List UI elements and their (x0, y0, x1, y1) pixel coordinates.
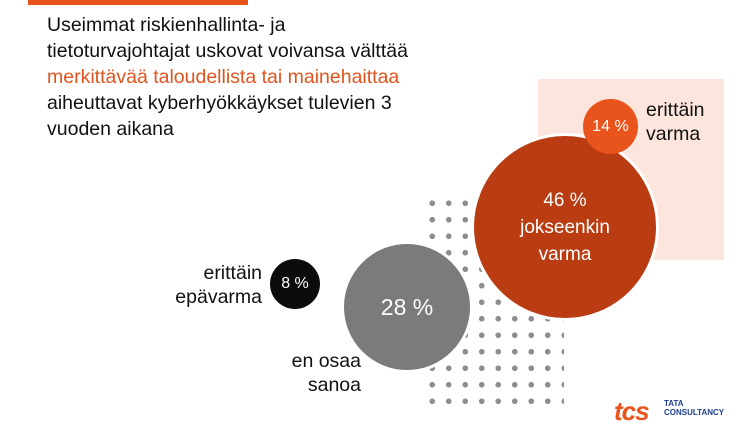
label-8-line2: epävarma (175, 286, 262, 308)
tcs-logo-text: TATA CONSULTANCY (664, 399, 724, 417)
tcs-logo-text-line2: CONSULTANCY (664, 408, 725, 417)
top-accent-bar (28, 0, 248, 5)
bubble-en-osaa-sanoa: 28 % (341, 241, 473, 373)
bubble-value-28: 28 % (380, 293, 434, 320)
tcs-logo-mark: tcs (614, 396, 650, 426)
bubble-jokseenkin-varma: 46 % jokseenkin varma (471, 133, 659, 321)
label-28-line2: sanoa (307, 374, 361, 396)
bubble-label-46-line2: varma (538, 243, 592, 265)
bubble-value-14: 14 % (592, 117, 629, 135)
headline-line-1: Useimmat riskienhallinta- ja (47, 14, 286, 36)
tcs-logo: tcs TATA CONSULTANCY (612, 396, 746, 426)
headline: Useimmat riskienhallinta- ja tietoturvaj… (47, 12, 467, 142)
label-14-line1: erittäin (646, 99, 705, 121)
label-28-line1: en osaa (291, 350, 361, 372)
tcs-logo-text-line1: TATA (664, 399, 684, 408)
headline-highlight: merkittävää taloudellista tai mainehaitt… (47, 66, 400, 88)
bubble-label-46-line1: jokseenkin (520, 216, 610, 238)
bubble-erittain-varma: 14 % (583, 99, 638, 154)
headline-line-4: aiheuttavat kyberhyökkäykset tulevien 3 (47, 92, 392, 114)
bubble-erittain-epavarma: 8 % (270, 259, 320, 309)
bubble-value-8: 8 % (281, 275, 309, 292)
label-erittain-varma: erittäin varma (646, 98, 705, 146)
bubble-value-46: 46 % (543, 189, 587, 211)
headline-line-5: vuoden aikana (47, 118, 174, 140)
headline-line-2: tietoturvajohtajat uskovat voivansa vält… (47, 40, 408, 62)
label-erittain-epavarma: erittäin epävarma (150, 261, 262, 309)
label-14-line2: varma (646, 123, 701, 145)
label-en-osaa-sanoa: en osaa sanoa (248, 349, 361, 397)
label-8-line1: erittäin (203, 262, 262, 284)
